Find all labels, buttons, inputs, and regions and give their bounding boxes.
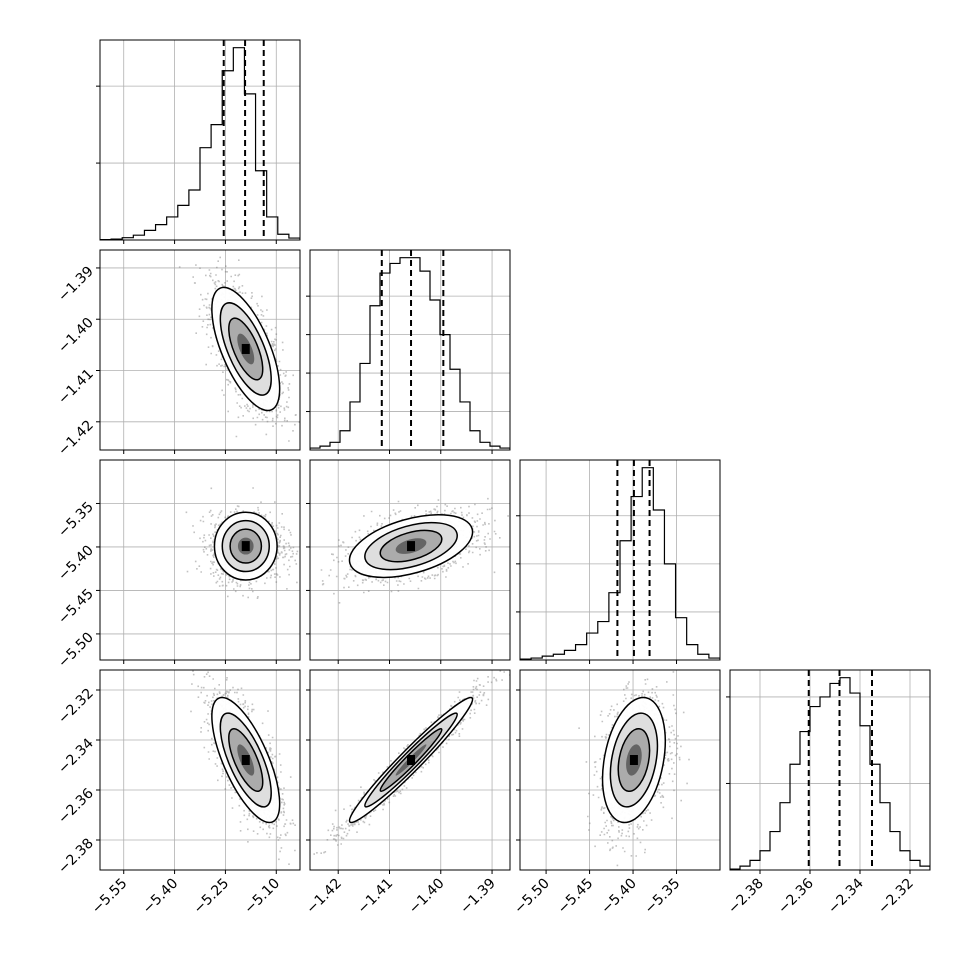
y-tick-label: −5.35 <box>55 499 97 541</box>
hist-panel-0 <box>96 39 301 244</box>
panel-frame <box>519 669 721 871</box>
density-peak <box>241 343 250 354</box>
x-tick-label: −5.55 <box>89 876 131 918</box>
x-tick-label: −1.41 <box>355 876 397 918</box>
density-peak <box>629 755 638 765</box>
histogram-step <box>310 257 510 450</box>
hist-panel-3: −2.38 −2.36 −2.34 −2.32 <box>725 669 931 918</box>
y-tick-label: −2.32 <box>55 686 97 728</box>
panel-frame <box>99 669 301 871</box>
x-tick-label: −5.10 <box>241 876 283 918</box>
x-tick-label: −2.36 <box>775 875 817 917</box>
panel-frame <box>99 39 301 241</box>
scatter-panel-3-0: −5.55 −5.40 −5.25 −5.10 −2.38 −2.36 −2.34 −2.32 <box>55 669 301 918</box>
x-tick-label: −5.40 <box>598 876 640 918</box>
density-peak <box>407 541 416 552</box>
y-tick-label: −5.40 <box>55 542 97 584</box>
y-tick-label: −5.50 <box>55 629 97 671</box>
x-tick-label: −1.42 <box>303 876 345 918</box>
scatter-panel-2-1 <box>306 459 511 664</box>
scatter-panel-3-2: −5.50 −5.45 −5.40 −5.35 <box>511 669 721 918</box>
y-tick-label: −2.34 <box>55 735 97 777</box>
y-tick-label: −1.42 <box>55 417 97 459</box>
panel-frame <box>99 249 301 451</box>
panel-frame <box>309 249 511 451</box>
x-tick-label: −5.40 <box>140 876 182 918</box>
x-tick-label: −1.40 <box>406 876 448 918</box>
x-tick-label: −5.45 <box>555 876 597 918</box>
hist-panel-1 <box>306 249 511 454</box>
panel-frame <box>99 459 301 661</box>
panel-frame <box>309 459 511 661</box>
x-tick-label: −5.50 <box>511 876 553 918</box>
y-tick-label: −1.41 <box>55 366 97 408</box>
x-tick-label: −5.35 <box>642 876 684 918</box>
scatter-panel-1-0: −1.42 −1.41 −1.40 −1.39 <box>55 249 301 459</box>
y-tick-label: −2.38 <box>55 836 97 878</box>
x-tick-label: −2.34 <box>825 875 867 917</box>
scatter-panel-2-0: −5.50−5.45−5.40−5.35 <box>55 459 301 671</box>
density-peak <box>241 541 250 552</box>
y-tick-label: −2.36 <box>55 785 97 827</box>
y-tick-label: −1.39 <box>55 263 97 305</box>
histogram-step <box>520 467 720 660</box>
scatter-panel-3-1: −1.42 −1.41 −1.40 −1.39 <box>303 669 511 918</box>
x-tick-label: −5.25 <box>191 876 233 918</box>
x-tick-label: −2.38 <box>725 876 767 918</box>
density-peak <box>407 755 416 765</box>
panel-frame <box>309 669 511 871</box>
panel-frame <box>519 459 721 661</box>
density-peak <box>241 755 250 765</box>
y-tick-label: −1.40 <box>55 315 97 357</box>
histogram-step <box>100 47 300 240</box>
histogram-step <box>730 677 930 870</box>
y-tick-label: −5.45 <box>55 586 97 628</box>
hist-panel-2 <box>516 459 721 664</box>
x-tick-label: −2.32 <box>875 876 917 918</box>
panel-frame <box>729 669 931 871</box>
x-tick-label: −1.39 <box>457 876 499 918</box>
